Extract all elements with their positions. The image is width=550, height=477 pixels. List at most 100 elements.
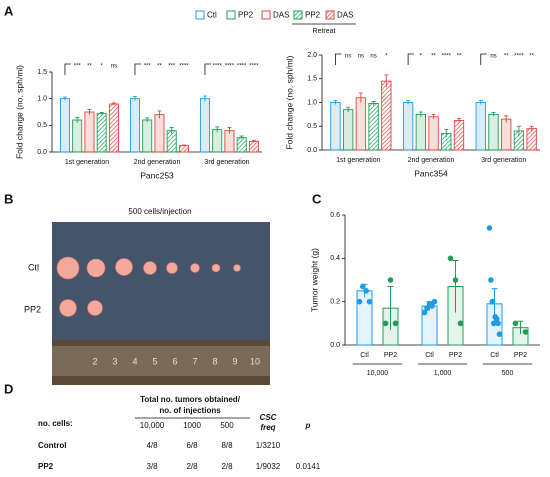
panel-label: C (312, 191, 322, 206)
panel-label: A (4, 3, 14, 18)
legend-label: DAS (337, 11, 353, 20)
significance: ns (345, 54, 351, 60)
significance: **** (213, 64, 223, 70)
bar (142, 119, 153, 153)
ruler-label: 3 (112, 356, 117, 366)
significance-bracket (204, 63, 211, 75)
tumor (233, 264, 241, 272)
cell: 0.0141 (296, 462, 321, 471)
data-point (512, 320, 519, 327)
x-axis-label: Panc354 (414, 168, 448, 178)
column-header: freq (260, 423, 275, 432)
group-label: 500 (502, 370, 514, 377)
cell: 3/8 (146, 462, 158, 471)
table: Total no. tumors obtained/ no. of inject… (38, 395, 321, 471)
significance: ns (111, 64, 117, 70)
data-point (382, 320, 389, 327)
ruler-label: 2 (92, 356, 97, 366)
bar (236, 137, 247, 153)
significance: **** (225, 64, 235, 70)
y-tick-label: 2.0 (307, 52, 317, 59)
y-axis-label: Tumor weight (g) (309, 248, 319, 312)
category-label: 2nd generation (408, 157, 455, 164)
y-tick-label: 0.6 (330, 212, 340, 219)
group-label: 1,000 (434, 370, 452, 377)
bar (526, 128, 537, 151)
cell: 1/9032 (256, 462, 281, 471)
y-tick-label: 0.2 (330, 299, 340, 306)
column-header: 10,000 (140, 421, 165, 430)
cell: 2/8 (221, 462, 233, 471)
data-point (366, 298, 373, 305)
y-tick-label: 1.0 (37, 96, 47, 103)
bar (501, 118, 512, 151)
cell: 1/3210 (256, 441, 281, 450)
table-header: Total no. tumors obtained/ (140, 395, 241, 404)
y-tick-label: 0.5 (307, 123, 317, 130)
data-point (360, 283, 366, 290)
data-point (447, 255, 454, 262)
tumor (86, 258, 106, 278)
legend-label: PP2 (238, 11, 254, 20)
ruler-labels: 2 3 4 5 6 7 8 9 10 (92, 356, 260, 366)
significance-bracket (64, 63, 71, 75)
significance: ** (157, 64, 162, 70)
bar (342, 109, 354, 151)
column-header: p (305, 421, 311, 430)
significance-bracket (134, 63, 141, 75)
y-tick-label: 1.0 (307, 99, 317, 106)
x-tick-label: PP2 (514, 352, 527, 359)
legend-label: Ctl (207, 11, 217, 20)
ruler-label: 4 (132, 356, 137, 366)
bar (199, 98, 210, 153)
data-point (452, 277, 459, 283)
legend-group-label: Retreat (313, 28, 336, 35)
bar (330, 102, 341, 151)
legend-label: PP2 (305, 11, 321, 20)
significance: ** (529, 54, 534, 60)
y-tick-label: 0.5 (37, 122, 47, 129)
bar (415, 113, 426, 151)
tumor (59, 299, 77, 317)
significance: ** (87, 64, 92, 70)
panel-label: B (4, 191, 13, 206)
tumor (56, 256, 80, 280)
cell: 4/8 (146, 441, 158, 450)
data-point (356, 298, 363, 305)
y-axis-label: Fold change (no. sph/ml) (284, 55, 294, 149)
bar (212, 129, 223, 153)
bar (59, 98, 70, 153)
data-point (424, 305, 430, 311)
panel-label: D (4, 381, 13, 396)
category-label: 2nd generation (134, 159, 181, 166)
ruler-label: 6 (172, 356, 177, 366)
bar (96, 113, 107, 153)
ruler-label: 9 (232, 356, 237, 366)
ruler-label: 7 (192, 356, 197, 366)
bar (381, 80, 392, 151)
significance: *** (168, 64, 176, 70)
y-tick-label: 1.5 (307, 76, 317, 83)
tumor (143, 261, 157, 275)
table-header: no. of injections (159, 406, 221, 415)
bar (488, 113, 499, 151)
tumor (211, 263, 221, 273)
significance: **** (442, 54, 452, 60)
significance: ns (490, 54, 496, 60)
x-tick-label: PP2 (449, 352, 462, 359)
data-point (488, 277, 494, 283)
data-point (429, 303, 435, 309)
significance-bracket (407, 53, 415, 65)
column-header: no. cells: (38, 419, 73, 428)
data-point (421, 309, 428, 316)
significance: ns (358, 54, 364, 60)
tumors (56, 256, 241, 317)
column-header: 500 (220, 421, 234, 430)
row-label: PP2 (38, 462, 54, 471)
significance: ** (457, 54, 462, 60)
data-point (495, 320, 501, 327)
ruler-face (52, 346, 270, 376)
data-point (431, 298, 438, 305)
ruler-label: 5 (152, 356, 157, 366)
data-point (490, 320, 497, 327)
